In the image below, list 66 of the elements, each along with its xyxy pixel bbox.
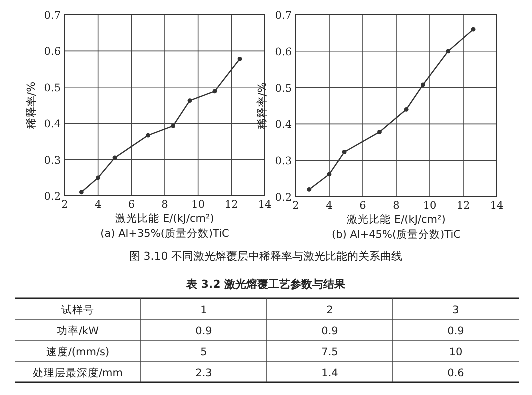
- text: 5: [200, 346, 208, 358]
- text: 处理层最深度/mm: [33, 366, 123, 380]
- x-axis-title: 激光比能 E/(kJ/cm²): [116, 212, 214, 225]
- text: 0.6: [448, 368, 465, 380]
- y-tick-label: 0.4: [44, 118, 62, 131]
- text: 0.9: [196, 326, 212, 338]
- text: 2: [326, 304, 334, 316]
- caption: 图 3.10 不同激光熔覆层中稀释率与激光比能的关系曲线: [129, 250, 403, 263]
- x-tick-label: 4: [326, 200, 334, 212]
- y-tick-label: 0.4: [275, 119, 292, 132]
- text: 0.9: [448, 326, 464, 338]
- point: [307, 188, 312, 192]
- y-tick-label: 0.2: [44, 191, 61, 203]
- x-tick-label: 6: [128, 199, 136, 211]
- point: [171, 124, 176, 128]
- y-tick-label: 0.6: [44, 46, 62, 58]
- x-axis-title: 激光比能 E/(kJ/cm²): [347, 213, 446, 226]
- point: [112, 156, 118, 160]
- text: 10: [449, 346, 463, 358]
- x-tick-label: 12: [224, 199, 238, 211]
- point: [378, 130, 382, 134]
- x-tick-label: 4: [94, 199, 102, 211]
- y-tick-label: 0.5: [275, 82, 292, 95]
- x-tick-label: 2: [62, 199, 68, 211]
- point: [471, 27, 476, 32]
- y-tick-label: 0.5: [44, 82, 61, 94]
- text: 1: [200, 304, 208, 316]
- point: [212, 89, 218, 94]
- point: [404, 107, 409, 112]
- text: 表 3.2 激光熔覆工艺参数与结果: [185, 278, 347, 291]
- point: [188, 98, 192, 103]
- y-tick-label: 0.7: [275, 10, 292, 22]
- y-tick-label: 0.6: [275, 46, 292, 58]
- x-tick-label: 10: [423, 200, 437, 212]
- y-tick-label: 0.7: [44, 10, 61, 22]
- x-tick-label: 14: [490, 200, 504, 212]
- x-tick-label: 10: [192, 199, 206, 211]
- point: [421, 82, 426, 88]
- text: 功率/kW: [56, 324, 100, 338]
- point: [238, 56, 242, 62]
- point: [446, 49, 451, 54]
- x-tick-label: 6: [360, 200, 367, 212]
- point: [342, 150, 347, 154]
- text: 7.5: [322, 346, 338, 358]
- y-tick-label: 0.3: [275, 156, 292, 168]
- text: 0.9: [322, 326, 338, 338]
- text: 3: [452, 304, 460, 316]
- text: 速度/(mm/s): [46, 346, 110, 358]
- x-tick-label: 2: [292, 200, 300, 212]
- point: [146, 133, 151, 138]
- y-axis-title: 稀释率/%: [256, 82, 269, 130]
- point: [96, 176, 101, 180]
- point: [79, 190, 84, 195]
- text: (b) Al+45%(质量分数)TiC: [332, 228, 461, 241]
- y-tick-label: 0.2: [275, 192, 292, 204]
- y-tick-label: 0.3: [44, 154, 61, 167]
- point: [327, 172, 332, 177]
- x-tick-label: 8: [162, 199, 168, 211]
- x-tick-label: 14: [258, 199, 272, 211]
- text: 1.4: [322, 368, 339, 380]
- y-axis-title: 稀释率/%: [25, 82, 38, 130]
- x-tick-label: 12: [456, 200, 470, 212]
- text: 2.3: [196, 368, 212, 380]
- text: 试样号: [62, 304, 94, 316]
- x-tick-label: 8: [393, 200, 400, 212]
- text: (a) Al+35%(质量分数)TiC: [100, 227, 230, 240]
